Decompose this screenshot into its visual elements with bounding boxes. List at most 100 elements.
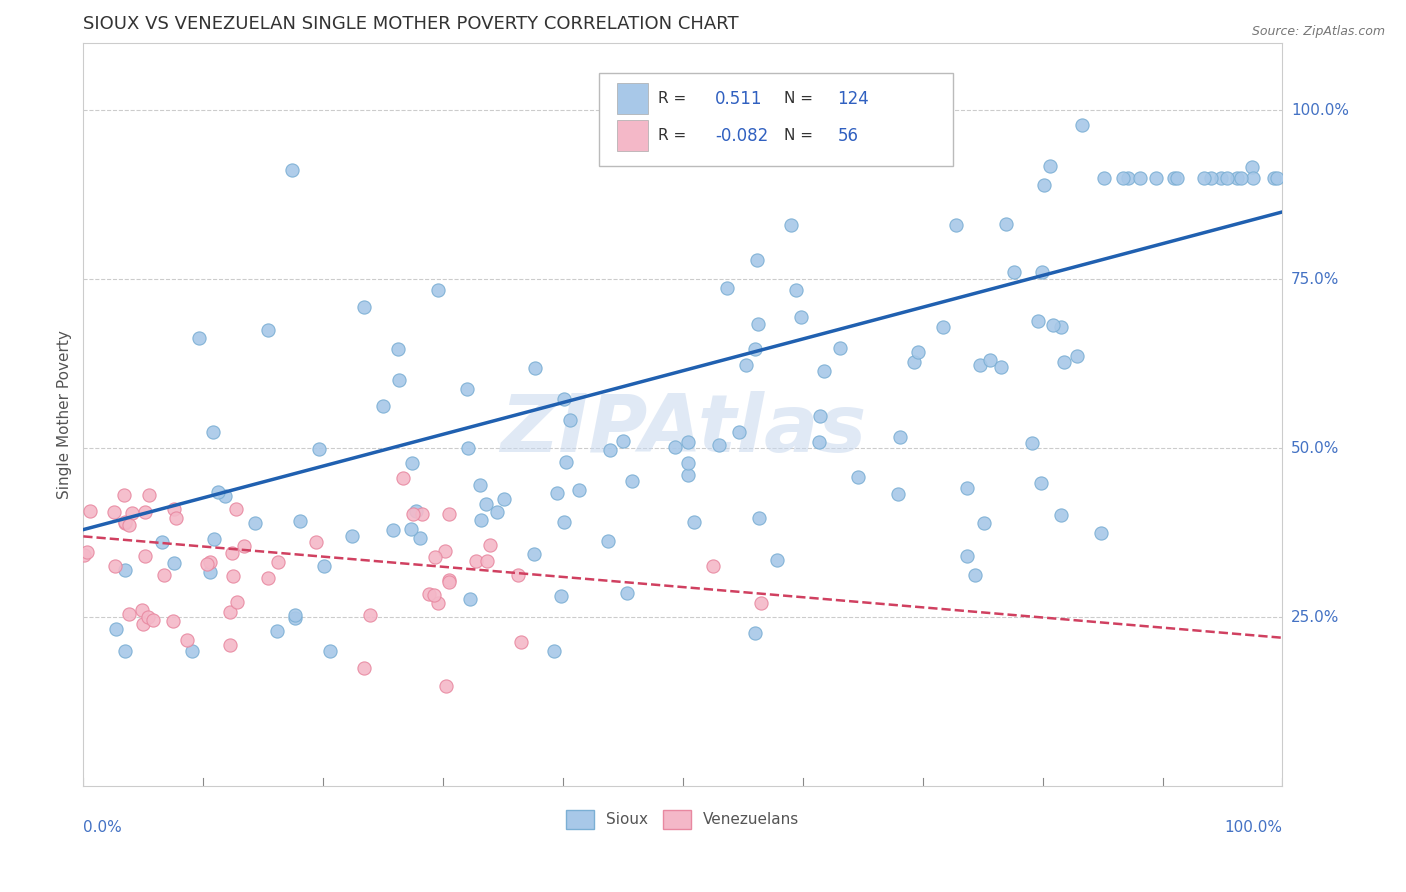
Point	[165, 511, 187, 525]
Point	[807, 435, 830, 450]
Point	[620, 474, 643, 488]
Point	[1053, 355, 1076, 369]
Point	[207, 484, 229, 499]
Point	[747, 253, 769, 268]
Y-axis label: Single Mother Poverty: Single Mother Poverty	[58, 330, 72, 500]
Point	[104, 558, 127, 573]
Point	[485, 505, 508, 519]
Point	[945, 219, 967, 233]
Point	[553, 392, 575, 407]
Point	[198, 565, 221, 579]
Point	[104, 622, 127, 636]
Point	[1144, 171, 1167, 186]
Point	[411, 507, 433, 521]
Point	[1090, 525, 1112, 540]
Point	[221, 546, 243, 560]
Point	[716, 281, 738, 295]
Text: R =: R =	[658, 91, 690, 106]
Point	[1226, 171, 1249, 186]
Point	[748, 511, 770, 525]
Point	[709, 438, 731, 452]
Point	[810, 409, 832, 423]
Text: Source: ZipAtlas.com: Source: ZipAtlas.com	[1251, 25, 1385, 38]
Point	[284, 611, 307, 625]
Point	[288, 514, 311, 528]
Point	[1265, 171, 1288, 186]
Point	[468, 477, 491, 491]
Point	[744, 626, 766, 640]
Text: 0.511: 0.511	[716, 90, 763, 108]
Point	[612, 434, 634, 448]
Point	[477, 554, 499, 568]
Point	[1230, 171, 1253, 186]
Point	[150, 535, 173, 549]
Point	[1166, 171, 1188, 186]
Text: 100.0%: 100.0%	[1225, 820, 1282, 835]
Point	[1215, 171, 1237, 186]
Point	[197, 558, 219, 572]
Point	[219, 638, 242, 652]
Point	[371, 400, 394, 414]
Point	[353, 661, 375, 675]
Point	[1241, 171, 1264, 186]
Point	[409, 532, 432, 546]
Point	[728, 425, 751, 440]
Point	[702, 559, 724, 574]
Text: 50.0%: 50.0%	[1291, 441, 1339, 456]
Point	[676, 435, 699, 450]
Point	[1192, 171, 1215, 186]
Point	[359, 608, 381, 623]
Point	[596, 533, 619, 548]
Point	[134, 505, 156, 519]
Point	[1112, 171, 1135, 186]
Point	[401, 456, 423, 470]
Point	[163, 556, 186, 570]
Point	[437, 507, 460, 521]
Point	[1070, 118, 1092, 132]
Text: 0.0%: 0.0%	[83, 820, 122, 835]
Text: 56: 56	[838, 127, 859, 145]
Point	[214, 489, 236, 503]
Point	[887, 487, 910, 501]
Point	[458, 592, 481, 607]
Point	[427, 596, 450, 610]
Point	[434, 679, 457, 693]
Point	[132, 616, 155, 631]
Point	[222, 569, 245, 583]
Point	[114, 516, 136, 530]
Point	[956, 549, 979, 563]
Point	[1263, 171, 1285, 186]
Point	[494, 491, 516, 506]
Point	[387, 342, 409, 356]
Point	[112, 488, 135, 502]
Point	[813, 364, 835, 378]
Point	[560, 413, 582, 427]
Point	[830, 341, 852, 355]
Point	[683, 516, 706, 530]
Point	[226, 594, 249, 608]
Point	[616, 586, 638, 600]
Text: 25.0%: 25.0%	[1291, 610, 1339, 625]
Point	[790, 310, 813, 325]
Point	[114, 515, 136, 529]
Point	[218, 605, 240, 619]
Point	[889, 430, 911, 444]
Point	[117, 518, 139, 533]
Point	[437, 575, 460, 590]
Text: 75.0%: 75.0%	[1291, 272, 1339, 287]
Point	[780, 218, 803, 232]
Point	[1026, 314, 1049, 328]
Point	[1049, 320, 1071, 334]
Point	[257, 571, 280, 585]
Point	[280, 163, 302, 178]
Point	[749, 596, 772, 610]
Point	[734, 359, 756, 373]
Point	[470, 513, 492, 527]
Point	[266, 624, 288, 638]
Point	[103, 505, 125, 519]
Point	[138, 488, 160, 502]
Point	[340, 529, 363, 543]
Point	[1042, 318, 1064, 332]
Point	[225, 501, 247, 516]
Point	[131, 603, 153, 617]
